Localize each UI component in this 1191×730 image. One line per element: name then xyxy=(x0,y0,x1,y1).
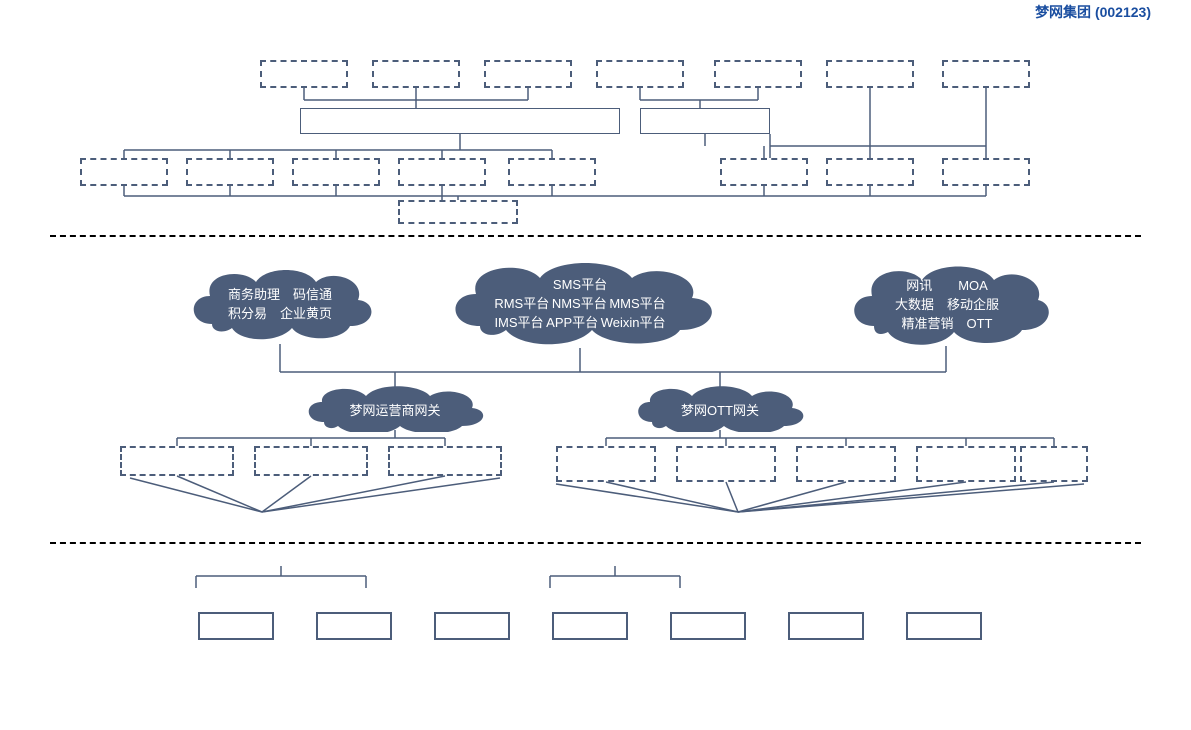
row2-box-6 xyxy=(826,158,914,186)
row3-right-box-3 xyxy=(916,446,1016,482)
row3-right-box-2 xyxy=(796,446,896,482)
cloud-platforms: SMS平台 RMS平台 NMS平台 MMS平台 IMS平台 APP平台 Weix… xyxy=(440,256,720,348)
cloud-gateway-ott: 梦网OTT网关 xyxy=(630,386,810,432)
row4-box-3 xyxy=(552,612,628,640)
row1-box-4 xyxy=(714,60,802,88)
row2-box-4 xyxy=(508,158,596,186)
row1-box-0 xyxy=(260,60,348,88)
row4-box-4 xyxy=(670,612,746,640)
row2-box-5 xyxy=(720,158,808,186)
row2-box-2 xyxy=(292,158,380,186)
row3-right-box-1 xyxy=(676,446,776,482)
row3-left-box-2 xyxy=(388,446,502,476)
cloud-gateway-carrier: 梦网运营商网关 xyxy=(300,386,490,432)
row1-parent-a xyxy=(300,108,620,134)
row3-left-box-1 xyxy=(254,446,368,476)
cloud-business-apps: 商务助理 码信通 积分易 企业黄页 xyxy=(182,262,378,344)
row2-box-3 xyxy=(398,158,486,186)
cloud2-line1: SMS平台 xyxy=(553,274,607,293)
row1-parent-b xyxy=(640,108,770,134)
cloud-services: 网讯 MOA 大数据 移动企服 精准营销 OTT xyxy=(842,260,1052,346)
gateway1-label: 梦网运营商网关 xyxy=(349,400,440,419)
row3-left-box-0 xyxy=(120,446,234,476)
row3-right-box-0 xyxy=(556,446,656,482)
row3-right-box-4 xyxy=(1020,446,1088,482)
cloud3-line3: 精准营销 OTT xyxy=(902,313,993,332)
section-divider-1 xyxy=(50,235,1141,237)
cloud1-line1: 商务助理 码信通 xyxy=(228,284,332,303)
row2-box-0 xyxy=(80,158,168,186)
row1-box-6 xyxy=(942,60,1030,88)
row1-box-5 xyxy=(826,60,914,88)
row4-box-2 xyxy=(434,612,510,640)
cloud3-line2: 大数据 移动企服 xyxy=(895,294,999,313)
row4-box-0 xyxy=(198,612,274,640)
cloud1-line2: 积分易 企业黄页 xyxy=(228,303,332,322)
row1-box-1 xyxy=(372,60,460,88)
row4-box-1 xyxy=(316,612,392,640)
row1-box-2 xyxy=(484,60,572,88)
section-divider-2 xyxy=(50,542,1141,544)
row2-box-1 xyxy=(186,158,274,186)
cloud3-line1: 网讯 MOA xyxy=(906,275,988,294)
row1-box-3 xyxy=(596,60,684,88)
gateway2-label: 梦网OTT网关 xyxy=(681,400,759,419)
row4-box-6 xyxy=(906,612,982,640)
cloud2-line2: RMS平台 NMS平台 MMS平台 xyxy=(494,293,665,312)
row2-box-7 xyxy=(942,158,1030,186)
header-stock-link[interactable]: 梦网集团 (002123) xyxy=(1035,2,1151,22)
row4-box-5 xyxy=(788,612,864,640)
diagram-stage: { "colors": { "box_border": "#4c5d7a", "… xyxy=(0,0,1191,730)
row2-subparent xyxy=(398,200,518,224)
cloud2-line3: IMS平台 APP平台 Weixin平台 xyxy=(494,312,665,331)
